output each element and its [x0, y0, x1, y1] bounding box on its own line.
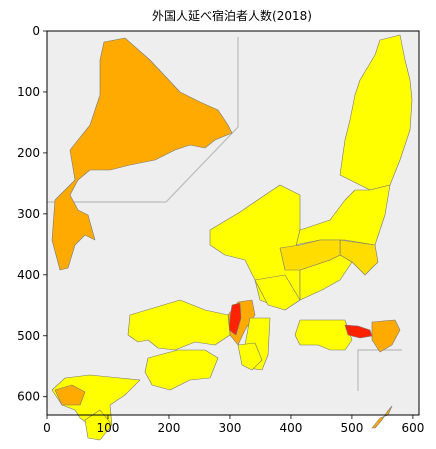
x-tick-label: 300	[218, 421, 241, 435]
inset-divider-1	[357, 349, 402, 391]
x-tick-label: 0	[43, 421, 51, 435]
map-region-17	[371, 319, 401, 353]
map-region-0	[51, 37, 233, 271]
y-axis: 0 100 200 300 400 500 600	[17, 24, 47, 404]
y-tick-label: 0	[32, 24, 40, 38]
map-region-20	[371, 405, 393, 429]
map-region-7	[254, 274, 301, 311]
map-region-6	[279, 239, 341, 271]
map-regions	[51, 34, 413, 441]
x-tick-label: 100	[97, 421, 120, 435]
x-tick-label: 500	[340, 421, 363, 435]
y-tick-label: 200	[17, 146, 40, 160]
map-region-1	[339, 34, 413, 191]
inset-divider-0	[47, 37, 239, 203]
map-region-19	[84, 409, 113, 441]
map-region-15	[294, 319, 353, 351]
inset-lines	[47, 37, 402, 391]
x-tick-label: 400	[279, 421, 302, 435]
x-tick-label: 200	[158, 421, 181, 435]
x-tick-label: 600	[401, 421, 424, 435]
y-tick-label: 500	[17, 329, 40, 343]
map-region-10	[127, 299, 231, 351]
map-region-9	[228, 302, 242, 336]
x-axis: 0 100 200 300 400 500 600	[43, 415, 424, 435]
y-tick-label: 300	[17, 207, 40, 221]
y-tick-label: 100	[17, 85, 40, 99]
plot-frame	[46, 30, 420, 416]
chart-title: 外国人延べ宿泊者人数(2018)	[152, 9, 312, 23]
y-tick-label: 600	[17, 390, 40, 404]
map-region-12	[144, 349, 219, 391]
map-region-14	[54, 384, 86, 406]
map-region-18	[237, 342, 263, 371]
y-tick-label: 400	[17, 268, 40, 282]
